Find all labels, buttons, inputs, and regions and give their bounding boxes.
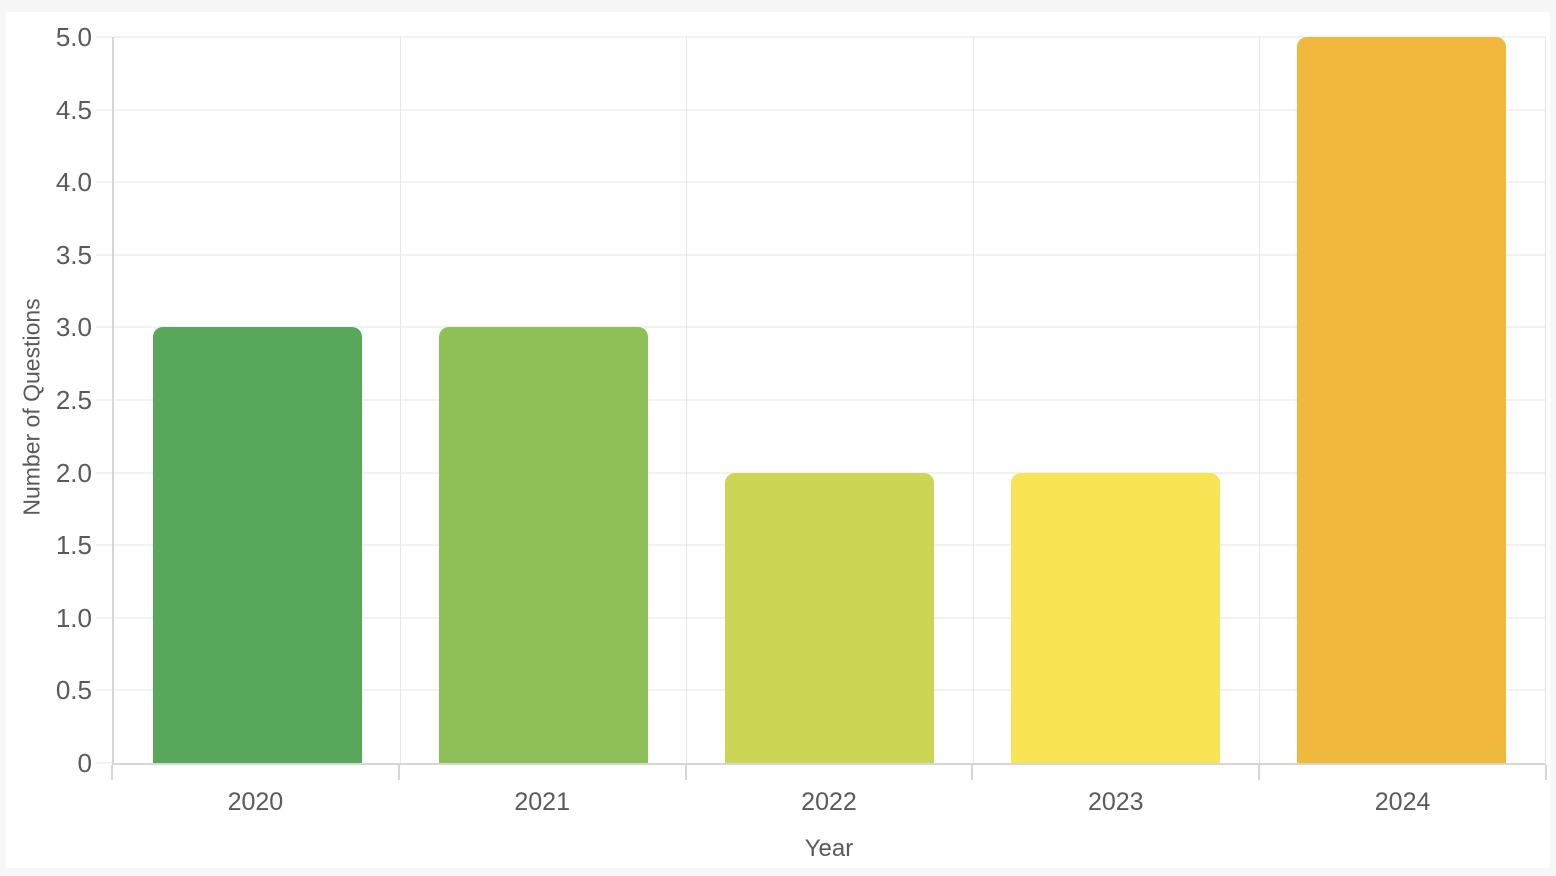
grid-line-horizontal bbox=[114, 254, 1545, 256]
x-tick-mark bbox=[111, 765, 113, 780]
y-tick-mark bbox=[96, 326, 112, 328]
y-tick-mark bbox=[96, 472, 112, 474]
x-axis-tick-labels: 2020 2021 2022 2023 2024 bbox=[112, 788, 1546, 817]
y-tick-label: 0 bbox=[77, 748, 92, 778]
bar-2023 bbox=[1011, 472, 1221, 763]
x-tick-label: 2020 bbox=[227, 788, 284, 816]
x-tick-mark bbox=[1545, 765, 1547, 780]
x-tick-label: 2021 bbox=[514, 788, 570, 816]
y-tick-label: 3.0 bbox=[55, 312, 92, 343]
bar-2020 bbox=[152, 327, 362, 763]
y-tick-mark bbox=[96, 617, 112, 619]
x-tick-mark bbox=[971, 765, 974, 780]
y-tick-label: 1.5 bbox=[55, 530, 92, 561]
y-tick-mark bbox=[96, 399, 112, 401]
plot-area bbox=[112, 36, 1546, 765]
grid-line-vertical bbox=[400, 37, 402, 763]
x-axis-tick-marks bbox=[111, 765, 1547, 780]
x-tick-label: 2024 bbox=[1374, 788, 1431, 816]
y-axis-tick-marks bbox=[94, 36, 112, 764]
grid-line-vertical bbox=[1258, 37, 1260, 763]
y-tick-label: 2.5 bbox=[55, 385, 92, 415]
bar-2024 bbox=[1297, 37, 1507, 763]
y-axis-tick-labels: 0 0.5 1.0 1.5 2.0 2.5 3.0 3.5 4.0 4.5 5.0 bbox=[6, 24, 92, 776]
y-tick-mark bbox=[96, 689, 112, 691]
y-tick-mark bbox=[96, 544, 112, 546]
y-tick-mark bbox=[96, 254, 112, 256]
y-tick-label: 4.5 bbox=[55, 94, 92, 125]
grid-line-horizontal bbox=[114, 399, 1545, 401]
y-tick-mark bbox=[96, 109, 112, 111]
x-axis-title: Year bbox=[804, 835, 854, 862]
y-tick-mark bbox=[96, 36, 112, 38]
grid-line-vertical bbox=[972, 37, 974, 763]
grid-line-horizontal bbox=[114, 326, 1545, 328]
grid-line-horizontal bbox=[114, 181, 1545, 183]
x-tick-label: 2022 bbox=[801, 788, 857, 816]
x-tick-mark bbox=[1258, 765, 1261, 780]
y-tick-label: 1.0 bbox=[55, 602, 92, 633]
x-tick-mark bbox=[397, 765, 400, 780]
y-tick-label: 5.0 bbox=[55, 22, 92, 52]
y-tick-mark bbox=[96, 762, 112, 764]
y-tick-label: 2.0 bbox=[55, 457, 92, 488]
x-tick-label: 2023 bbox=[1087, 788, 1144, 816]
y-tick-label: 0.5 bbox=[55, 675, 92, 706]
y-tick-label: 3.5 bbox=[55, 239, 92, 270]
grid-line-vertical bbox=[686, 37, 688, 763]
grid-line-horizontal bbox=[114, 36, 1545, 38]
x-tick-mark bbox=[684, 765, 687, 780]
y-tick-label: 4.0 bbox=[55, 167, 92, 198]
bar-2022 bbox=[725, 472, 934, 763]
grid-line-horizontal bbox=[114, 109, 1545, 111]
bar-2021 bbox=[438, 327, 648, 763]
y-tick-mark bbox=[96, 181, 112, 183]
chart-card: Number of Questions 0 0.5 1.0 1.5 2.0 2.5 3.0 3… bbox=[6, 12, 1550, 868]
